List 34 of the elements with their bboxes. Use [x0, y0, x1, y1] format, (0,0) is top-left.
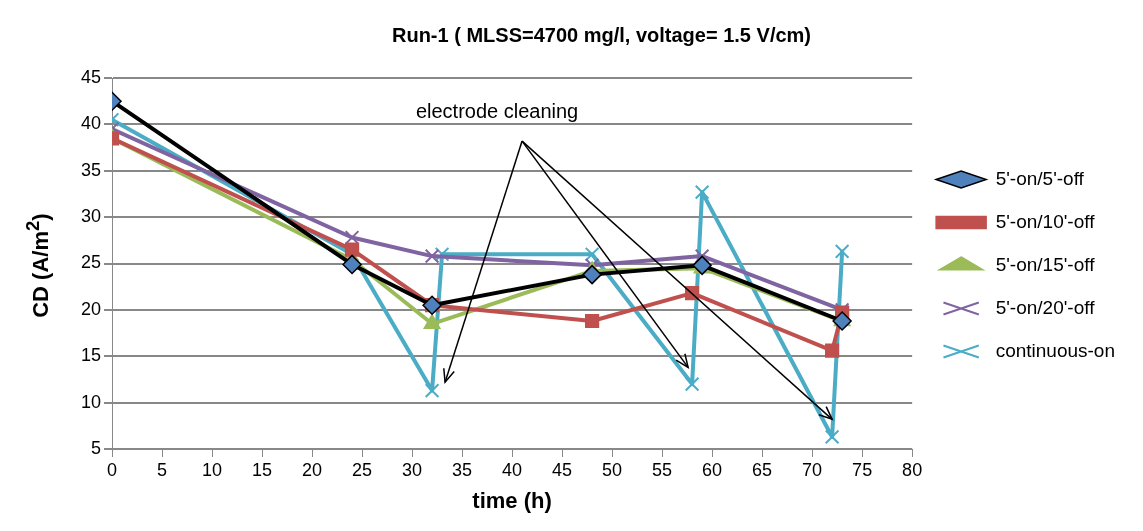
y-tick-label: 10 — [80, 391, 102, 412]
x-tick-label: 25 — [352, 459, 373, 480]
x-tick-label: 60 — [702, 459, 723, 480]
annotation: electrode cleaning — [415, 99, 579, 122]
y-tick-label: 25 — [80, 252, 102, 273]
chart-title: Run-1 ( MLSS=4700 mg/l, voltage= 1.5 V/cm) — [391, 23, 812, 46]
legend-label: 5'-on/10'-off — [995, 210, 1096, 232]
x-tick-label: 20 — [302, 459, 323, 480]
y-tick-label: 5 — [91, 437, 102, 458]
x-axis-title: time (h) — [472, 487, 552, 513]
x-tick-label: 0 — [107, 459, 118, 480]
x-tick-label: 65 — [752, 459, 773, 480]
x-tick-label: 15 — [252, 459, 273, 480]
legend-label: continuous-on — [995, 339, 1116, 361]
x-tick-label: 75 — [852, 459, 873, 480]
x-tick-label: 40 — [502, 459, 523, 480]
x-tick-label: 5 — [157, 459, 168, 480]
y-tick-label: 30 — [80, 206, 102, 227]
y-tick-label: 45 — [80, 66, 102, 87]
x-tick-label: 80 — [902, 459, 923, 480]
x-tick-label: 10 — [202, 459, 223, 480]
x-tick-label: 55 — [652, 459, 673, 480]
legend-label: 5'-on/15'-off — [995, 253, 1096, 275]
x-tick-label: 50 — [602, 459, 623, 480]
x-tick-label: 35 — [452, 459, 473, 480]
legend-label: 5'-on/5'-off — [995, 167, 1085, 189]
x-tick-label: 30 — [402, 459, 423, 480]
x-tick-label: 45 — [552, 459, 573, 480]
x-tick-label: 70 — [802, 459, 823, 480]
y-tick-label: 15 — [80, 345, 102, 366]
y-tick-label: 20 — [80, 298, 102, 319]
legend-label: 5'-on/20'-off — [995, 296, 1096, 318]
y-tick-label: 35 — [80, 159, 102, 180]
y-tick-label: 40 — [80, 113, 102, 134]
